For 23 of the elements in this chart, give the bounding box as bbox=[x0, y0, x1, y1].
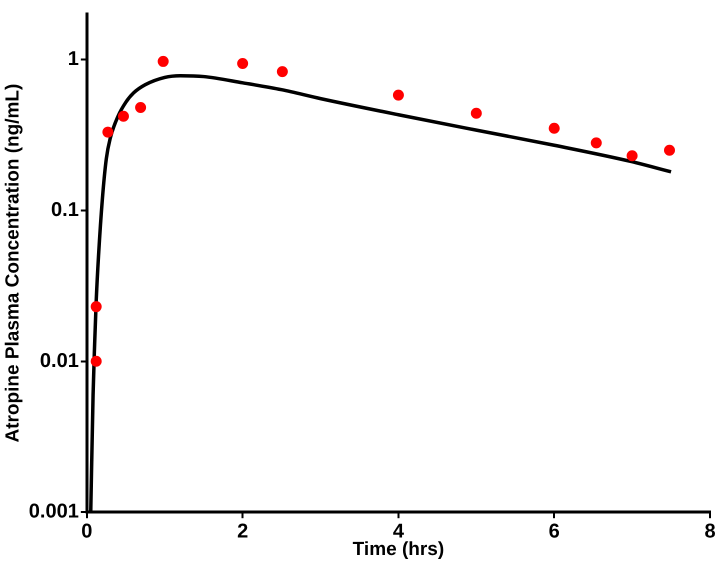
point bbox=[626, 150, 638, 162]
point bbox=[392, 90, 404, 101]
point bbox=[118, 110, 129, 122]
point bbox=[237, 58, 248, 69]
x-tick-label: 2 bbox=[237, 520, 248, 543]
y-tick-label: 1 bbox=[68, 48, 79, 70]
x-tick-label: 8 bbox=[704, 520, 716, 543]
point bbox=[470, 108, 482, 119]
point bbox=[548, 122, 560, 134]
point bbox=[664, 144, 675, 156]
point bbox=[276, 66, 288, 78]
point bbox=[90, 301, 102, 312]
point bbox=[158, 56, 169, 67]
x-tick-label: 6 bbox=[548, 520, 560, 543]
y-tick-label: 0.1 bbox=[51, 198, 79, 221]
point bbox=[590, 137, 602, 148]
y-axis-title: Atropine Plasma Concentration (ng/mL) bbox=[2, 84, 24, 443]
y-tick-label: 0.001 bbox=[28, 500, 79, 523]
point bbox=[135, 102, 146, 114]
point bbox=[90, 356, 102, 367]
y-tick-label: 0.01 bbox=[40, 350, 79, 372]
point bbox=[102, 126, 114, 138]
x-tick-label: 0 bbox=[81, 520, 92, 543]
